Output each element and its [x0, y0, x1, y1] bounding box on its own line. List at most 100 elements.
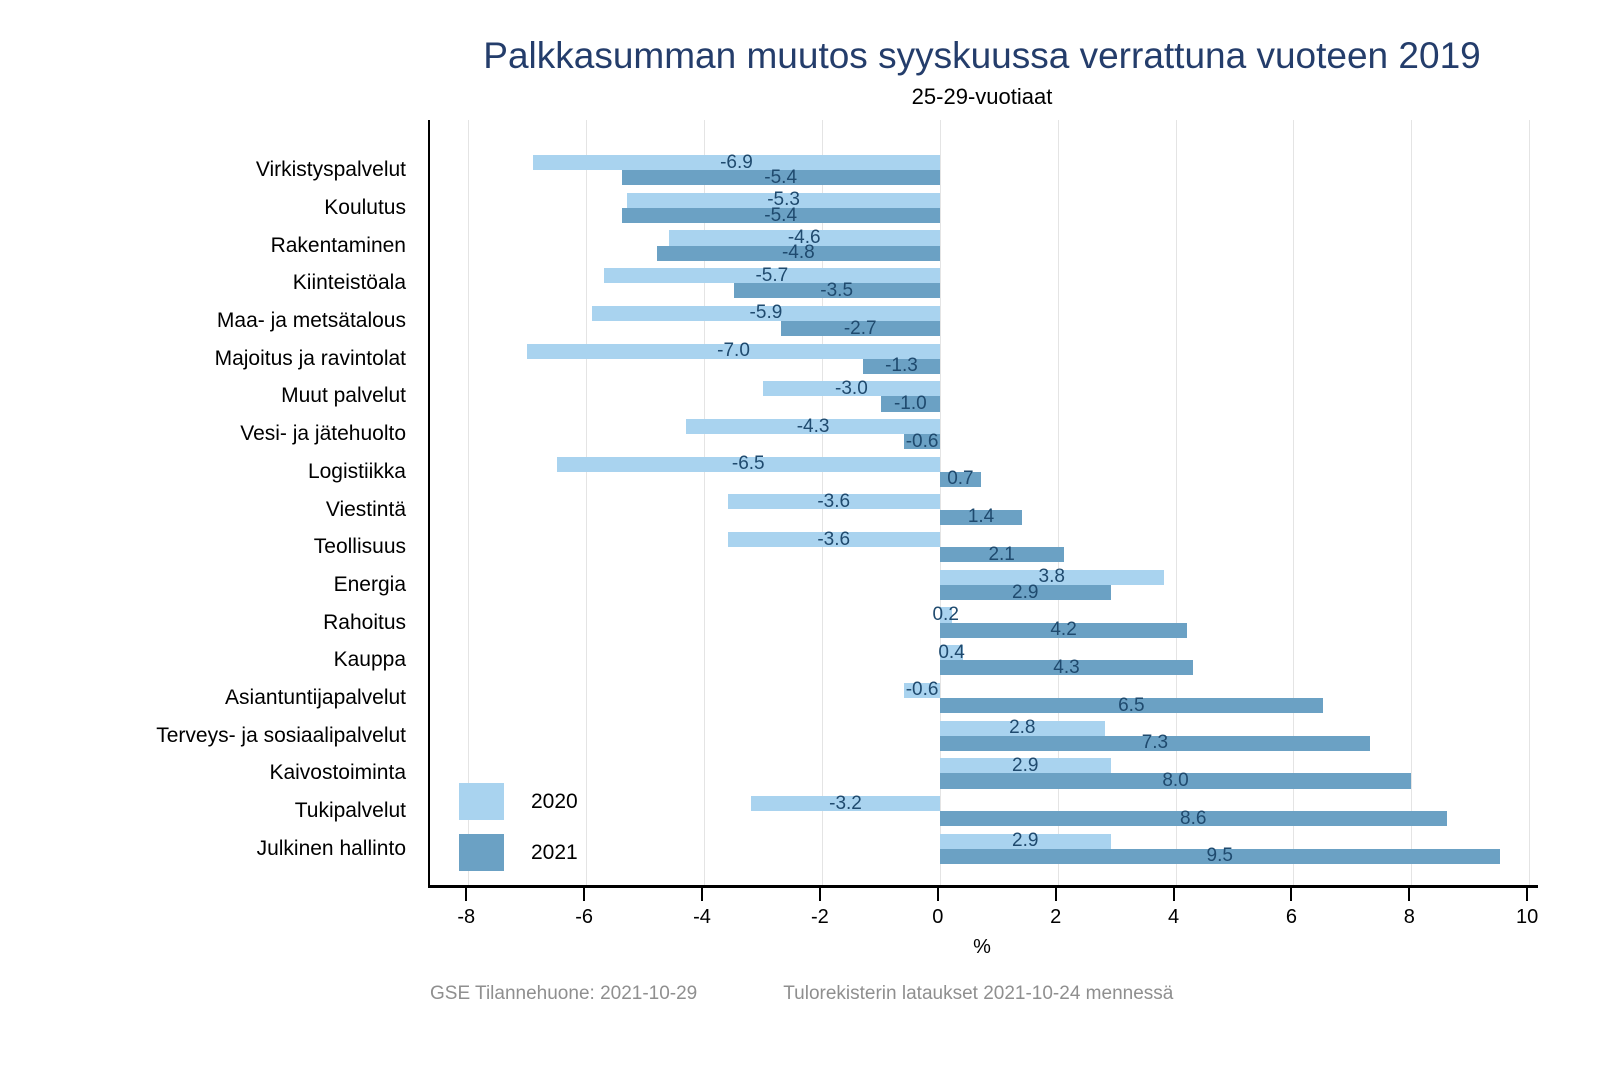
- chart-subtitle: 25-29-vuotiaat: [911, 84, 1053, 109]
- bar-value-label: 6.5: [1118, 694, 1145, 716]
- bar-value-label: -7.0: [717, 340, 750, 362]
- bar-value-label: 0.7: [947, 468, 974, 490]
- x-axis: -8 -6 -4 -2 0 2 4 6 8 10: [428, 888, 1539, 948]
- category-label: Muut palvelut: [281, 384, 406, 408]
- x-tick: [1408, 888, 1411, 901]
- category-label: Teollisuus: [313, 535, 406, 559]
- footer-source-right: Tulorekisterin lataukset 2021-10-24 menn…: [783, 983, 1174, 1004]
- gridline: [1057, 120, 1059, 885]
- bar-value-label: 9.5: [1206, 845, 1233, 867]
- bar-value-label: -1.0: [893, 393, 927, 414]
- x-tick: [1526, 888, 1529, 901]
- category-label: Energia: [333, 572, 406, 596]
- bar: [780, 321, 940, 337]
- gridline: [939, 120, 941, 885]
- bar: [939, 607, 952, 623]
- bar: [939, 622, 1188, 638]
- bar-value-label: 0.4: [938, 641, 965, 663]
- x-tick-label: 4: [1167, 906, 1180, 928]
- category-label: Viestintä: [325, 497, 406, 521]
- x-tick-label: 8: [1403, 906, 1415, 928]
- bar-value-label: -3.6: [817, 528, 851, 550]
- chart-title: Palkkasumman muutos syyskuussa verrattun…: [483, 35, 1481, 76]
- bar: [939, 509, 1023, 525]
- legend-label-2021: 2021: [531, 840, 578, 864]
- bar-value-label: 3.8: [1038, 566, 1065, 588]
- bar-value-label: -5.4: [764, 166, 798, 188]
- x-tick-label: -8: [457, 906, 476, 928]
- x-tick: [936, 888, 939, 901]
- plot-area: 2020 2021 -6.9 -5.4 -5.3 -5.4 -4.6 -4.8 -5.7 -3…: [428, 120, 1538, 888]
- category-label: Rahoitus: [323, 610, 406, 634]
- bar-value-label: 4.3: [1053, 656, 1080, 678]
- category-label: Rakentaminen: [270, 233, 406, 257]
- bar-value-label: 2.9: [1012, 830, 1039, 852]
- bar: [939, 660, 1194, 676]
- category-label: Tukipalvelut: [294, 799, 406, 823]
- category-label: Julkinen hallinto: [256, 836, 406, 860]
- bar: [621, 207, 940, 224]
- bar-value-label: 8.0: [1162, 770, 1189, 791]
- bar: [751, 795, 940, 812]
- bar-value-label: 2.9: [1012, 581, 1039, 603]
- bar: [939, 569, 1164, 585]
- category-label: Virkistyspalvelut: [255, 158, 406, 182]
- bar: [556, 456, 940, 472]
- bar: [939, 547, 1064, 563]
- bar: [863, 358, 940, 374]
- bar-value-label: -5.7: [755, 264, 789, 286]
- bar-value-label: 2.8: [1009, 717, 1036, 739]
- bar: [880, 396, 940, 412]
- bar-value-label: -3.5: [820, 279, 854, 301]
- x-tick-label: 6: [1285, 906, 1297, 928]
- gridline: [1529, 120, 1531, 885]
- footer-source-left: GSE Tilannehuone: 2021-10-29: [430, 983, 698, 1004]
- gridline: [586, 120, 588, 885]
- bar: [939, 758, 1111, 774]
- bar-value-label: -4.3: [796, 415, 830, 437]
- bar: [668, 230, 940, 246]
- bar: [762, 381, 940, 397]
- x-tick-label: 10: [1516, 906, 1539, 928]
- x-tick: [701, 888, 704, 901]
- bar: [939, 698, 1323, 714]
- legend: 2020 2021: [459, 783, 578, 885]
- bar-value-label: -5.3: [767, 189, 800, 211]
- bar: [939, 848, 1500, 864]
- bar: [939, 471, 982, 487]
- bar: [627, 192, 940, 208]
- bar: [939, 811, 1447, 827]
- bar: [939, 645, 964, 661]
- bar-value-label: 2.1: [988, 543, 1015, 565]
- category-label: Koulutus: [324, 195, 406, 219]
- gridline: [1293, 120, 1295, 885]
- x-tick: [1172, 888, 1175, 901]
- bar: [733, 283, 940, 299]
- category-label: Kauppa: [333, 648, 406, 672]
- bar: [686, 418, 940, 435]
- bar: [621, 170, 940, 186]
- bar-value-label: -6.5: [731, 453, 765, 475]
- x-tick-label: -4: [693, 906, 711, 928]
- bar-value-label: -3.6: [817, 490, 851, 512]
- category-label: Kaivostoiminta: [269, 761, 406, 785]
- category-label: Maa- ja metsätalous: [216, 309, 406, 332]
- x-tick: [583, 888, 586, 901]
- bar-value-label: 4.2: [1050, 619, 1077, 641]
- x-tick: [1054, 888, 1057, 901]
- x-tick: [818, 888, 821, 901]
- bar-value-label: -5.4: [764, 204, 798, 226]
- x-tick: [465, 888, 468, 901]
- bar: [727, 532, 940, 548]
- category-label: Majoitus ja ravintolat: [214, 346, 406, 370]
- bar-value-label: -2.7: [843, 317, 877, 339]
- category-label: Vesi- ja jätehuolto: [240, 422, 406, 446]
- bar-value-label: 2.9: [1012, 754, 1039, 776]
- bar-value-label: -4.8: [781, 242, 815, 264]
- bar: [904, 682, 940, 698]
- bar: [592, 305, 940, 321]
- gridline: [1411, 120, 1413, 885]
- category-label: Asiantuntijapalvelut: [225, 686, 406, 709]
- category-label: Terveys- ja sosiaalipalvelut: [156, 723, 406, 747]
